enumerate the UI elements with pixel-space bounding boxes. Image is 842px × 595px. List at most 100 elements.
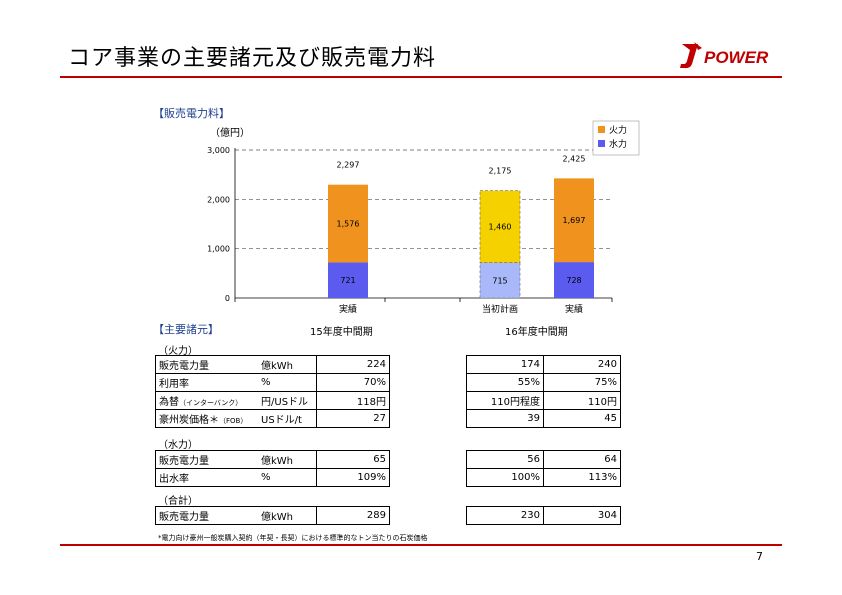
cell-fy15: 289 bbox=[316, 506, 390, 525]
spec-section-header: 【主要諸元】 bbox=[153, 323, 219, 336]
x-category-label: 実績 bbox=[339, 303, 357, 315]
y-tick-label: 0 bbox=[225, 294, 230, 303]
page-number: 7 bbox=[756, 550, 763, 563]
row-label-text: 販売電力量 bbox=[159, 361, 209, 372]
y-tick-label: 1,000 bbox=[207, 245, 230, 254]
x-category-label: 当初計画 bbox=[482, 303, 518, 315]
cell-fy15: 224 bbox=[316, 355, 390, 374]
cell-plan: 100% bbox=[466, 468, 544, 487]
bar-label-thermal: 1,697 bbox=[563, 216, 586, 225]
table-row: 為替（インターバンク） 円/USドル 118円 110円程度 110円 bbox=[155, 391, 621, 410]
cell-actual: 45 bbox=[543, 409, 621, 428]
row-unit: 円/USドル bbox=[258, 391, 317, 410]
cell-plan: 174 bbox=[466, 355, 544, 374]
bar-hydro bbox=[328, 262, 368, 298]
table-gap bbox=[390, 392, 467, 410]
bar-label-thermal: 1,460 bbox=[489, 223, 512, 232]
row-label: 為替（インターバンク） bbox=[155, 391, 258, 410]
fy16-column-header: 16年度中間期 bbox=[505, 327, 568, 338]
row-label-text: 利用率 bbox=[159, 379, 189, 390]
table-gap bbox=[390, 410, 467, 428]
legend-label: 水力 bbox=[609, 138, 627, 150]
bar-total-label: 2,425 bbox=[563, 154, 586, 163]
cell-fy15: 109% bbox=[316, 468, 390, 487]
total-table: 販売電力量 億kWh 289 230 304 bbox=[155, 506, 621, 525]
table-gap bbox=[390, 469, 467, 487]
legend-swatch bbox=[598, 140, 605, 147]
legend-swatch bbox=[598, 126, 605, 133]
footer-rule bbox=[60, 544, 782, 546]
row-label: 豪州炭価格＊（FOB） bbox=[155, 409, 258, 428]
cell-fy15: 27 bbox=[316, 409, 390, 428]
row-label-note: （インターバンク） bbox=[179, 399, 243, 407]
row-label-text: 販売電力量 bbox=[159, 512, 209, 523]
table-row: 利用率% 70% 55% 75% bbox=[155, 373, 621, 392]
table-row: 豪州炭価格＊（FOB） USドル/t 27 39 45 bbox=[155, 409, 621, 428]
row-label-text: 豪州炭価格＊ bbox=[159, 415, 219, 426]
cell-actual: 240 bbox=[543, 355, 621, 374]
cell-fy15: 70% bbox=[316, 373, 390, 392]
bar-thermal bbox=[479, 190, 521, 264]
table-row: 出水率% 109% 100% 113% bbox=[155, 468, 621, 487]
hydro-group-label: （水力） bbox=[158, 440, 198, 451]
logo-text: POWER bbox=[704, 48, 769, 67]
sales-revenue-chart: 0 1,000 2,000 3,000 721 1,576 2,297 実績 715 1,460 2… bbox=[207, 120, 640, 315]
row-label-note: （FOB） bbox=[219, 417, 248, 425]
cell-actual: 304 bbox=[543, 506, 621, 525]
x-category-label: 実績 bbox=[565, 303, 583, 315]
row-unit: 億kWh bbox=[258, 450, 317, 469]
table-row: 販売電力量 億kWh 65 56 64 bbox=[155, 450, 621, 469]
jpower-logo: POWER bbox=[680, 42, 769, 69]
cell-fy15: 118円 bbox=[316, 391, 390, 410]
bar-hydro bbox=[554, 262, 594, 298]
bar-total-label: 2,297 bbox=[337, 161, 360, 170]
table-gap bbox=[390, 507, 467, 525]
bar-total-label: 2,175 bbox=[489, 167, 512, 176]
table-row: 販売電力量 億kWh 224 174 240 bbox=[155, 355, 621, 374]
legend-label: 火力 bbox=[609, 124, 627, 136]
bar-label-hydro: 721 bbox=[340, 276, 355, 285]
chart-section-header: 【販売電力料】 bbox=[153, 107, 230, 120]
thermal-table: 販売電力量 億kWh 224 174 240 利用率% 70% 55% 75% 為替（インターバン… bbox=[155, 355, 621, 428]
cell-plan: 56 bbox=[466, 450, 544, 469]
thermal-group-label: （火力） bbox=[158, 346, 198, 357]
bar-thermal bbox=[328, 184, 368, 263]
table-gap bbox=[390, 356, 467, 374]
row-unit: USドル/t bbox=[258, 409, 317, 428]
cell-plan: 55% bbox=[466, 373, 544, 392]
row-unit: 億kWh bbox=[258, 355, 317, 374]
table-gap bbox=[390, 374, 467, 392]
bar-thermal bbox=[554, 178, 594, 263]
row-label-text: 為替 bbox=[159, 397, 179, 408]
row-label: 販売電力量 bbox=[155, 506, 258, 525]
bar-label-hydro: 715 bbox=[492, 276, 507, 285]
cell-plan: 230 bbox=[466, 506, 544, 525]
cell-actual: 64 bbox=[543, 450, 621, 469]
bar-hydro bbox=[479, 262, 521, 299]
row-label: 販売電力量 bbox=[155, 355, 258, 374]
hydro-table: 販売電力量 億kWh 65 56 64 出水率% 109% 100% 113% bbox=[155, 450, 621, 487]
row-label-text: 出水率 bbox=[159, 474, 189, 485]
row-unit: % bbox=[258, 373, 317, 392]
cell-plan: 110円程度 bbox=[466, 391, 544, 410]
row-label-text: 販売電力量 bbox=[159, 456, 209, 467]
cell-actual: 110円 bbox=[543, 391, 621, 410]
bar-label-hydro: 728 bbox=[566, 276, 581, 285]
row-label: 利用率 bbox=[155, 373, 258, 392]
y-tick-label: 2,000 bbox=[207, 195, 230, 204]
header-rule bbox=[60, 76, 782, 78]
cell-actual: 113% bbox=[543, 468, 621, 487]
row-unit: % bbox=[258, 468, 317, 487]
cell-actual: 75% bbox=[543, 373, 621, 392]
y-tick-label: 3,000 bbox=[207, 146, 230, 155]
chart-unit-label: （億円） bbox=[210, 128, 250, 139]
row-label: 販売電力量 bbox=[155, 450, 258, 469]
total-group-label: （合計） bbox=[158, 496, 198, 507]
cell-plan: 39 bbox=[466, 409, 544, 428]
fy15-column-header: 15年度中間期 bbox=[310, 327, 373, 338]
bar-label-thermal: 1,576 bbox=[337, 220, 360, 229]
row-label: 出水率 bbox=[155, 468, 258, 487]
table-gap bbox=[390, 451, 467, 469]
cell-fy15: 65 bbox=[316, 450, 390, 469]
footnote: *電力向け豪州一般炭購入契約（年契・長契）における標準的なトン当たりの石炭価格 bbox=[158, 534, 428, 542]
